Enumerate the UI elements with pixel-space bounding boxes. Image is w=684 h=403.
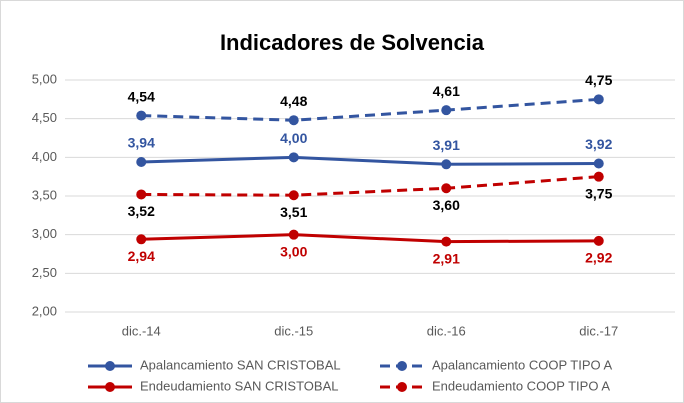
data-label: 4,54 [128, 88, 155, 104]
data-label: 3,91 [433, 137, 460, 153]
y-tick-label: 4,00 [32, 149, 57, 164]
y-tick-label: 4,50 [32, 110, 57, 125]
legend-marker [105, 382, 115, 392]
x-tick-label: dic.-15 [274, 323, 313, 338]
point [136, 234, 147, 245]
point [441, 183, 452, 194]
point [136, 156, 147, 167]
y-tick-label: 3,00 [32, 226, 57, 241]
y-tick-label: 2,00 [32, 303, 57, 318]
point [288, 229, 299, 240]
data-label: 3,92 [585, 136, 612, 152]
y-tick-label: 2,50 [32, 265, 57, 280]
point [136, 110, 147, 121]
legend-label: Apalancamiento COOP TIPO A [432, 357, 612, 372]
x-tick-label: dic.-16 [427, 323, 466, 338]
data-label: 4,48 [280, 93, 307, 109]
data-label: 4,75 [585, 72, 612, 88]
point [288, 190, 299, 201]
data-label: 3,75 [585, 185, 612, 201]
legend-label: Endeudamiento SAN CRISTOBAL [140, 378, 338, 393]
point [441, 105, 452, 116]
data-label: 3,00 [280, 243, 307, 259]
data-label: 2,92 [585, 250, 612, 266]
data-label: 4,61 [433, 83, 460, 99]
legend-marker [105, 361, 115, 371]
legend-label: Endeudamiento COOP TIPO A [432, 378, 610, 393]
point [441, 236, 452, 247]
point [593, 171, 604, 182]
point [593, 94, 604, 105]
data-label: 2,91 [433, 250, 460, 266]
data-label: 3,51 [280, 204, 307, 220]
data-label: 3,94 [128, 135, 155, 151]
legend-marker [397, 361, 407, 371]
chart-title: Indicadores de Solvencia [220, 30, 485, 55]
line [141, 233, 599, 244]
legend-label: Apalancamiento SAN CRISTOBAL [140, 357, 341, 372]
point [136, 189, 147, 200]
y-tick-label: 3,50 [32, 187, 57, 202]
data-label: 3,60 [433, 197, 460, 213]
legend-marker [397, 382, 407, 392]
data-label: 4,00 [280, 130, 307, 146]
line [141, 175, 599, 197]
point [593, 235, 604, 246]
data-label: 3,52 [128, 203, 155, 219]
point [441, 159, 452, 170]
point [288, 115, 299, 126]
data-label: 2,94 [128, 248, 155, 264]
y-tick-label: 5,00 [32, 71, 57, 86]
x-tick-label: dic.-17 [579, 323, 618, 338]
x-tick-label: dic.-14 [122, 323, 161, 338]
point [593, 158, 604, 169]
line [141, 97, 599, 122]
line [141, 155, 599, 166]
point [288, 152, 299, 163]
